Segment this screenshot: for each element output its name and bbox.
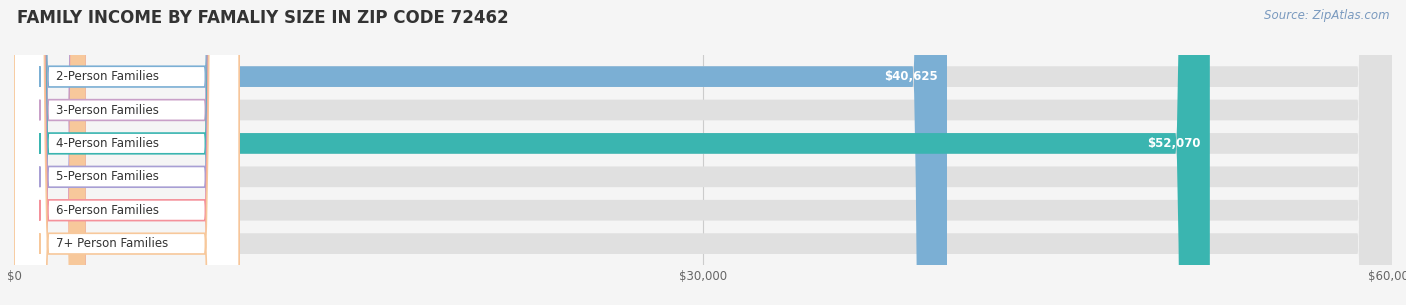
Text: $40,625: $40,625 [884,70,938,83]
Text: $52,070: $52,070 [1147,137,1201,150]
FancyBboxPatch shape [14,0,86,305]
Text: $0: $0 [93,103,107,117]
FancyBboxPatch shape [14,0,1209,305]
Text: $0: $0 [93,170,107,183]
FancyBboxPatch shape [14,0,239,305]
FancyBboxPatch shape [14,0,239,305]
FancyBboxPatch shape [14,0,86,305]
Text: $0: $0 [93,237,107,250]
FancyBboxPatch shape [14,0,239,305]
Text: 7+ Person Families: 7+ Person Families [56,237,169,250]
Text: 6-Person Families: 6-Person Families [56,204,159,217]
FancyBboxPatch shape [14,0,948,305]
Text: 5-Person Families: 5-Person Families [56,170,159,183]
FancyBboxPatch shape [14,0,1392,305]
FancyBboxPatch shape [14,0,239,305]
Text: FAMILY INCOME BY FAMALIY SIZE IN ZIP CODE 72462: FAMILY INCOME BY FAMALIY SIZE IN ZIP COD… [17,9,509,27]
Text: 2-Person Families: 2-Person Families [56,70,159,83]
FancyBboxPatch shape [14,0,86,305]
FancyBboxPatch shape [14,0,239,305]
Text: 3-Person Families: 3-Person Families [56,103,159,117]
FancyBboxPatch shape [14,0,86,305]
Text: 4-Person Families: 4-Person Families [56,137,159,150]
FancyBboxPatch shape [14,0,1392,305]
Text: Source: ZipAtlas.com: Source: ZipAtlas.com [1264,9,1389,22]
FancyBboxPatch shape [14,0,1392,305]
FancyBboxPatch shape [14,0,1392,305]
Text: $0: $0 [93,204,107,217]
FancyBboxPatch shape [14,0,1392,305]
FancyBboxPatch shape [14,0,1392,305]
FancyBboxPatch shape [14,0,239,305]
